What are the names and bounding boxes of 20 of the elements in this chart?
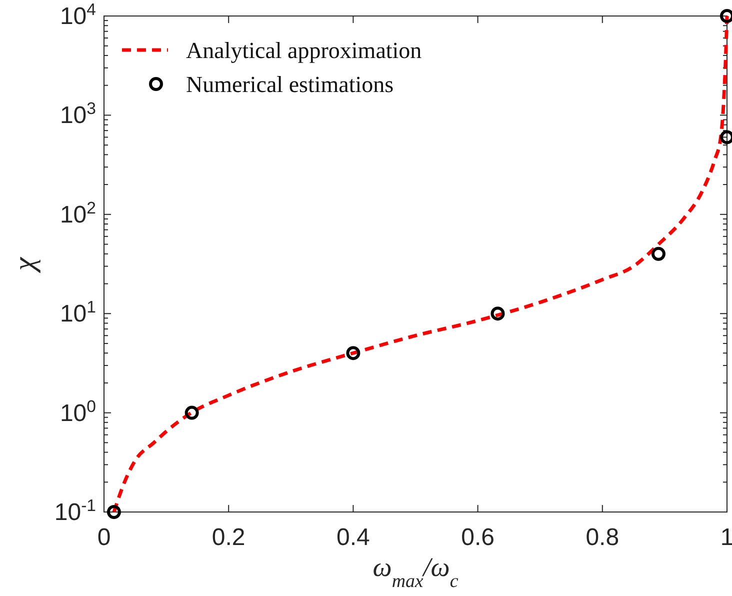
legend-label: Numerical estimations (186, 72, 394, 97)
y-tick-label: 10$^{2}$ (60, 198, 96, 228)
point (651, 246, 666, 261)
x-tick-label: 0.8 (586, 524, 620, 551)
x-axis-title: ω$_{max}$/ω$_{c}$ (372, 552, 459, 592)
x-tick-label: 0.2 (212, 524, 246, 551)
x-tick-label: 0 (97, 524, 111, 551)
y-axis-title: χ (8, 256, 41, 274)
point (490, 306, 505, 321)
legend-label: Analytical approximation (186, 38, 422, 63)
point (184, 406, 199, 420)
point (346, 346, 360, 360)
y-tick-label: 10$^{3}$ (60, 98, 96, 130)
point (106, 505, 121, 519)
y-tick-label: 10$^{0}$ (60, 396, 96, 427)
y-tick-label: 10$^{1}$ (60, 297, 96, 328)
y-tick-label: 10$^{4}$ (60, 0, 96, 30)
x-tick-label: 0.4 (336, 524, 370, 551)
y-tick-label: 10$^{-1}$ (54, 496, 96, 526)
x-tick-label: 0.6 (461, 524, 494, 551)
